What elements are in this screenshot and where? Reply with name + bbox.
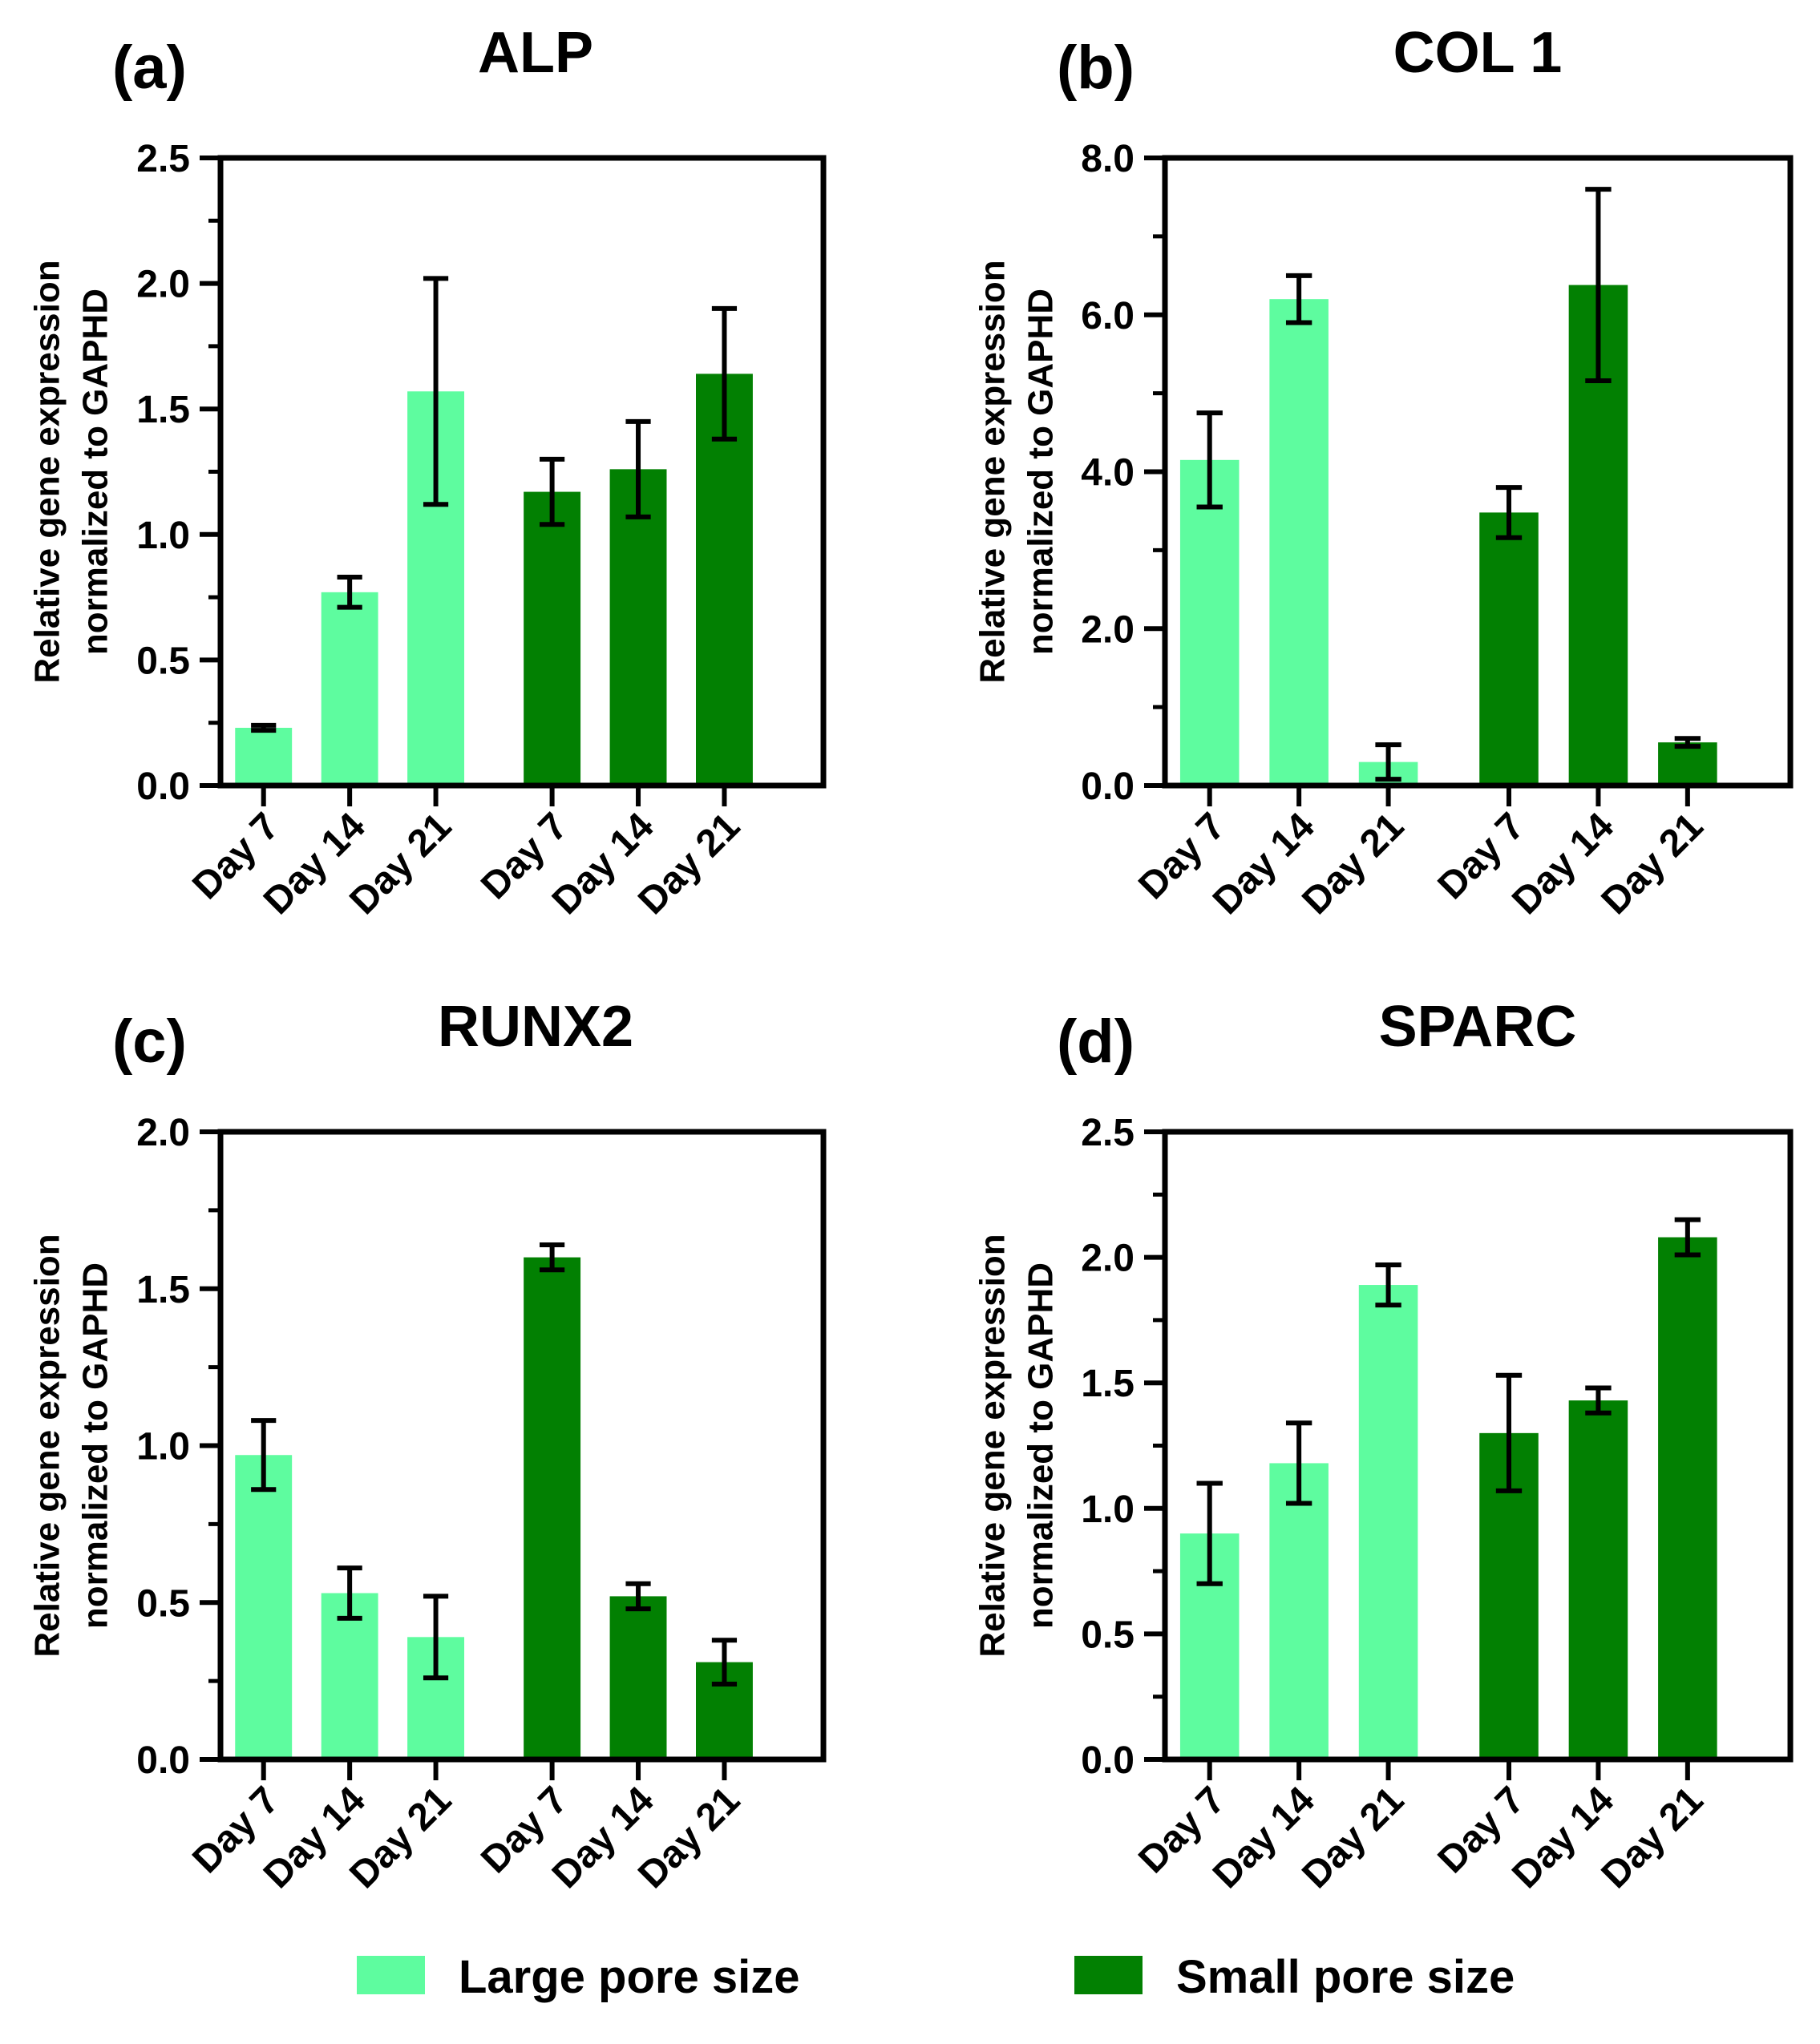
error-bar-small-day-7 (540, 456, 565, 527)
bar-large-day-14 (321, 1593, 378, 1759)
panel-letter: (b) (1057, 34, 1134, 102)
bar-large-day-21 (1358, 1285, 1418, 1759)
error-bar-large-day-14 (1285, 273, 1312, 325)
error-bar-large-day-7 (251, 1418, 277, 1493)
error-bar-large-day-21 (423, 276, 449, 507)
bar-large-day-14 (321, 592, 378, 786)
error-bar-small-day-7 (540, 1242, 565, 1273)
panel-title: RUNX2 (438, 995, 633, 1059)
panel-title: SPARC (1379, 995, 1577, 1059)
error-bar-large-day-21 (1375, 742, 1401, 782)
bar-large-day-7 (1179, 459, 1240, 786)
error-bar-large-day-7 (251, 722, 277, 733)
error-bar-large-day-21 (1375, 1262, 1401, 1308)
x-category-label: Day 21 (1294, 1779, 1412, 1897)
panel-title: ALP (478, 21, 593, 85)
y-tick-label: 0.5 (136, 640, 190, 682)
error-bar-small-day-7 (1495, 485, 1523, 540)
x-category-label: Day 14 (1205, 805, 1323, 923)
y-tick-label: 1.5 (1081, 1363, 1134, 1405)
x-category-label: Day 14 (1504, 805, 1622, 923)
x-category-label: Day 14 (1504, 1779, 1622, 1897)
error-bar-large-day-14 (337, 575, 362, 610)
y-axis-label: normalized to GAPHD (75, 289, 115, 655)
error-bar-large-day-7 (1196, 1480, 1223, 1586)
y-tick-label: 1.5 (136, 1269, 190, 1311)
legend-label-small: Small pore size (1176, 1951, 1515, 2003)
y-axis-label: Relative gene expression (973, 260, 1012, 683)
y-tick-label: 4.0 (1081, 452, 1134, 495)
panel-letter: (a) (112, 34, 187, 102)
error-bar-large-day-14 (337, 1565, 362, 1621)
y-tick-label: 2.0 (1081, 608, 1134, 651)
bar-large-day-7 (235, 727, 293, 786)
y-tick-label: 1.0 (136, 1426, 190, 1468)
y-axis-label: Relative gene expression (27, 260, 67, 683)
panel-letter: (d) (1057, 1008, 1134, 1076)
x-category-label: Day 21 (1594, 805, 1712, 923)
y-axis-label: normalized to GAPHD (1021, 289, 1060, 655)
y-tick-label: 6.0 (1081, 295, 1134, 337)
plot-frame (1162, 155, 1794, 789)
x-category-label: Day 21 (1594, 1779, 1712, 1897)
legend-swatch-small (1074, 1956, 1143, 1994)
error-bar-small-day-21 (711, 1638, 738, 1687)
error-bar-small-day-21 (1674, 736, 1701, 749)
y-axis-label: normalized to GAPHD (75, 1262, 115, 1629)
y-tick-label: 2.5 (1081, 1112, 1134, 1154)
y-tick-label: 8.0 (1081, 138, 1134, 180)
error-bar-large-day-14 (1285, 1420, 1312, 1506)
bar-large-day-7 (235, 1455, 293, 1759)
error-bar-large-day-7 (1196, 410, 1223, 510)
y-tick-label: 0.0 (136, 765, 190, 808)
legend-swatch-large (357, 1956, 425, 1994)
y-axis-label: Relative gene expression (973, 1234, 1012, 1657)
bar-small-day-21 (1658, 1237, 1717, 1759)
bar-small-day-21 (696, 374, 753, 786)
bar-small-day-7 (1479, 512, 1539, 786)
error-bar-large-day-21 (423, 1594, 449, 1681)
y-tick-label: 1.0 (1081, 1489, 1134, 1531)
bar-large-day-14 (1269, 1463, 1329, 1759)
x-category-label: Day 21 (1294, 805, 1412, 923)
error-bar-small-day-14 (1585, 187, 1612, 383)
error-bar-small-day-14 (1585, 1385, 1612, 1416)
y-tick-label: 2.0 (136, 264, 190, 306)
panel-title: COL 1 (1393, 21, 1563, 85)
bar-small-day-14 (1568, 1400, 1628, 1759)
y-tick-label: 0.5 (136, 1582, 190, 1625)
error-bar-small-day-14 (625, 1581, 651, 1612)
bar-small-day-14 (609, 469, 667, 786)
y-tick-label: 1.5 (136, 389, 190, 431)
bar-small-day-7 (524, 491, 581, 786)
legend-label-large: Large pore size (459, 1951, 799, 2003)
y-tick-label: 2.0 (1081, 1238, 1134, 1280)
y-tick-label: 0.0 (1081, 1739, 1134, 1782)
bar-small-day-7 (524, 1257, 581, 1759)
error-bar-small-day-14 (625, 418, 651, 519)
y-axis-label: Relative gene expression (27, 1234, 67, 1657)
legend: Large pore size Small pore size (357, 1951, 1515, 2003)
error-bar-small-day-21 (711, 305, 738, 442)
y-tick-label: 2.0 (136, 1112, 190, 1154)
y-axis-label: normalized to GAPHD (1021, 1262, 1060, 1629)
y-tick-label: 1.0 (136, 515, 190, 557)
error-bar-small-day-21 (1674, 1217, 1701, 1258)
y-tick-label: 0.0 (136, 1739, 190, 1782)
panel-letter: (c) (112, 1008, 187, 1076)
bar-large-day-14 (1269, 299, 1329, 786)
error-bar-small-day-7 (1495, 1372, 1523, 1493)
x-category-label: Day 14 (1205, 1779, 1323, 1897)
y-tick-label: 0.5 (1081, 1614, 1134, 1656)
y-tick-label: 0.0 (1081, 765, 1134, 808)
y-tick-label: 2.5 (136, 138, 190, 180)
bar-small-day-14 (609, 1596, 667, 1759)
bar-small-day-21 (1658, 742, 1717, 786)
